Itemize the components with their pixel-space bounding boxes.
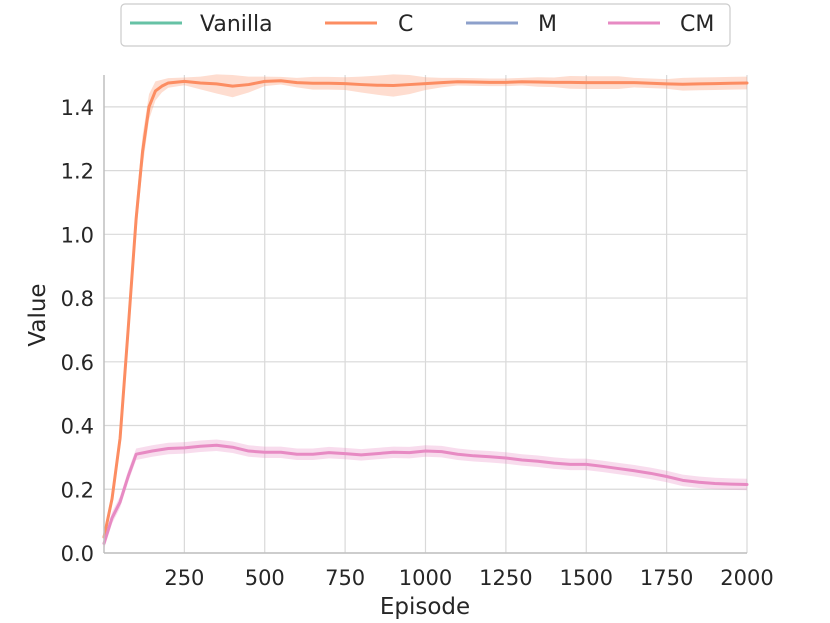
confidence-bands (104, 74, 747, 550)
y-tick-label: 0.4 (61, 415, 94, 439)
x-axis-label: Episode (380, 594, 470, 620)
series-line-c (102, 79, 749, 539)
y-tick-label: 1.4 (61, 96, 94, 120)
series-line-cm (102, 443, 749, 545)
tick-labels: 250 500 750 1000 1250 1500 1750 2000 0.0 0.2 0.4 0.… (61, 96, 774, 590)
x-tick-label: 2000 (720, 566, 773, 590)
x-tick-label: 1500 (560, 566, 613, 590)
y-tick-label: 0.0 (61, 542, 94, 566)
x-tick-label: 1250 (479, 566, 532, 590)
axes (103, 75, 747, 554)
y-tick-label: 0.8 (61, 287, 94, 311)
y-tick-label: 1.2 (61, 160, 94, 184)
legend: Vanilla C M CM (120, 3, 731, 47)
series-band-cm (104, 439, 747, 550)
legend-label-c: C (398, 12, 413, 37)
y-tick-label: 0.6 (61, 351, 94, 375)
y-tick-label: 0.2 (61, 478, 94, 502)
y-axis-label: Value (25, 283, 51, 346)
y-tick-label: 1.0 (61, 223, 94, 247)
x-tick-label: 1750 (640, 566, 693, 590)
grid (104, 75, 748, 554)
x-tick-label: 1000 (399, 566, 452, 590)
legend-label-m: M (538, 12, 557, 37)
x-tick-label: 500 (245, 566, 285, 590)
legend-label-cm: CM (680, 12, 714, 37)
x-tick-label: 250 (164, 566, 204, 590)
legend-label-vanilla: Vanilla (200, 12, 273, 37)
legend-box (120, 3, 731, 47)
x-tick-label: 750 (325, 566, 365, 590)
series-lines (102, 79, 749, 545)
